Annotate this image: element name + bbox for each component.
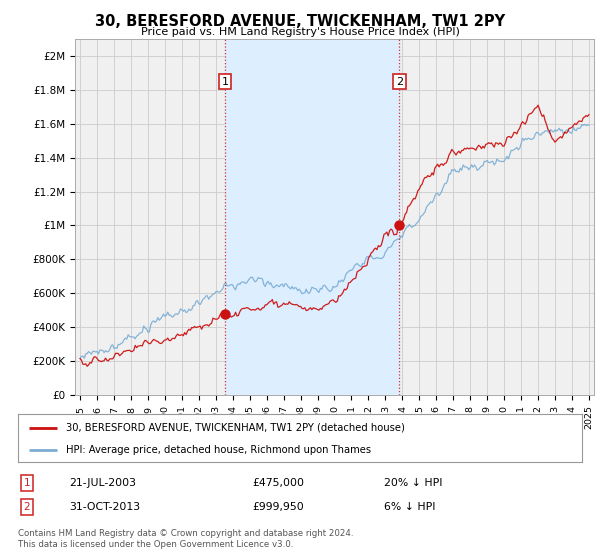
Text: HPI: Average price, detached house, Richmond upon Thames: HPI: Average price, detached house, Rich… (66, 445, 371, 455)
Text: 1: 1 (23, 478, 31, 488)
Text: Price paid vs. HM Land Registry's House Price Index (HPI): Price paid vs. HM Land Registry's House … (140, 27, 460, 37)
Text: £999,950: £999,950 (252, 502, 304, 512)
Text: 31-OCT-2013: 31-OCT-2013 (69, 502, 140, 512)
Text: Contains HM Land Registry data © Crown copyright and database right 2024.
This d: Contains HM Land Registry data © Crown c… (18, 529, 353, 549)
Text: 20% ↓ HPI: 20% ↓ HPI (384, 478, 443, 488)
Text: 2: 2 (23, 502, 31, 512)
Text: 21-JUL-2003: 21-JUL-2003 (69, 478, 136, 488)
Text: 30, BERESFORD AVENUE, TWICKENHAM, TW1 2PY: 30, BERESFORD AVENUE, TWICKENHAM, TW1 2P… (95, 14, 505, 29)
Text: 1: 1 (221, 77, 229, 87)
Text: 6% ↓ HPI: 6% ↓ HPI (384, 502, 436, 512)
Text: 2: 2 (396, 77, 403, 87)
Text: £475,000: £475,000 (252, 478, 304, 488)
Bar (225, 39, 400, 395)
Text: 30, BERESFORD AVENUE, TWICKENHAM, TW1 2PY (detached house): 30, BERESFORD AVENUE, TWICKENHAM, TW1 2P… (66, 423, 405, 433)
